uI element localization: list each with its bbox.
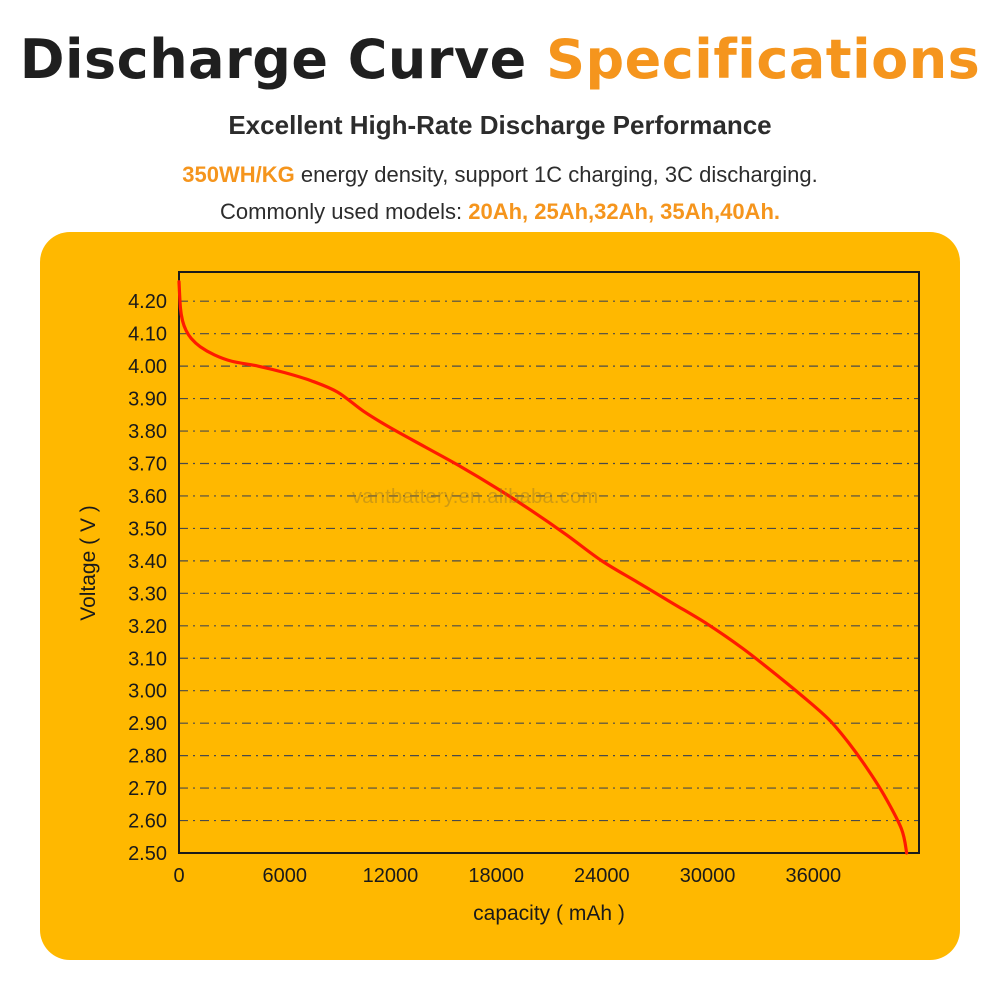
title-accent: Specifications [546, 28, 981, 91]
subtitle: Excellent High-Rate Discharge Performanc… [228, 110, 772, 140]
models-label: Commonly used models: [220, 199, 469, 224]
energy-density-value: 350WH/KG [182, 162, 295, 187]
page-title: Discharge Curve Specifications [0, 28, 1000, 91]
y-tick-label: 3.60 [128, 486, 167, 508]
y-tick-label: 4.20 [128, 291, 167, 313]
y-tick-label: 4.00 [128, 356, 167, 378]
x-tick-label: 12000 [363, 865, 419, 887]
y-tick-label: 2.90 [128, 713, 167, 735]
y-tick-label: 2.60 [128, 811, 167, 833]
y-axis-label: Voltage ( V ) [77, 505, 100, 621]
plot-frame [178, 271, 920, 854]
y-tick-label: 3.70 [128, 454, 167, 476]
title-main: Discharge Curve [19, 28, 527, 91]
models-line: Commonly used models: 20Ah, 25Ah,32Ah, 3… [0, 199, 1000, 225]
y-tick-label: 2.50 [128, 843, 167, 865]
x-tick-label: 30000 [680, 865, 736, 887]
y-tick-label: 4.10 [128, 324, 167, 346]
x-axis-label: capacity ( mAh ) [473, 902, 625, 925]
y-tick-label: 3.30 [128, 583, 167, 605]
x-tick-label: 18000 [468, 865, 524, 887]
y-tick-label: 3.20 [128, 616, 167, 638]
chart-panel [40, 232, 960, 960]
y-tick-label: 2.80 [128, 746, 167, 768]
x-tick-label: 24000 [574, 865, 630, 887]
watermark: vantbattery.en.alibaba.com [352, 486, 599, 508]
y-tick-label: 3.50 [128, 518, 167, 540]
x-tick-label: 0 [173, 865, 184, 887]
y-tick-label: 3.90 [128, 389, 167, 411]
y-tick-label: 2.70 [128, 778, 167, 800]
y-tick-label: 3.00 [128, 681, 167, 703]
y-tick-label: 3.10 [128, 648, 167, 670]
models-list: 20Ah, 25Ah,32Ah, 35Ah,40Ah. [468, 199, 780, 224]
energy-density-text: energy density, support 1C charging, 3C … [294, 162, 818, 187]
energy-density-line: 350WH/KG energy density, support 1C char… [0, 162, 1000, 188]
x-tick-label: 36000 [785, 865, 841, 887]
y-tick-label: 3.80 [128, 421, 167, 443]
discharge-curve [177, 280, 909, 855]
y-tick-label: 3.40 [128, 551, 167, 573]
x-tick-label: 6000 [262, 865, 307, 887]
